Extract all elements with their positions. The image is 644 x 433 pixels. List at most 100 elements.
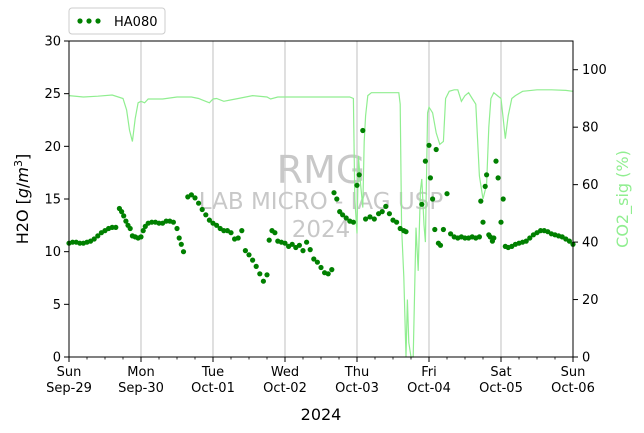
ha080-point (70, 239, 76, 245)
ha080-point (192, 195, 198, 201)
x-tick-label-weekday: Sun (57, 365, 82, 380)
y-axis-right: 0 20 40 60 80 100 (573, 63, 607, 366)
ha080-point (214, 222, 220, 228)
x-tick-label-date: Sep-29 (46, 381, 92, 396)
y-axis-left-title: H2O [g/m3] (12, 154, 33, 245)
x-tick-label-weekday: Mon (127, 365, 154, 380)
ha080-point (140, 228, 146, 234)
ha080-point (329, 267, 335, 273)
ha080-point (95, 233, 101, 239)
ha080-point (498, 219, 504, 225)
watermark-line-2: LAB MICRO - IAG USP (199, 189, 444, 215)
ha080-point (156, 220, 162, 226)
ha080-point (334, 196, 340, 202)
y-left-tick-label: 0 (53, 351, 61, 366)
x-tick-label-weekday: Tue (201, 365, 224, 380)
ha080-point (444, 191, 450, 197)
ha080-point (363, 216, 369, 222)
ha080-point (462, 235, 468, 241)
x-tick-label-weekday: Thu (344, 365, 369, 380)
x-tick-label-weekday: Sat (490, 365, 511, 380)
watermark: RMG LAB MICRO - IAG USP 2024 (199, 148, 444, 243)
ha080-point (266, 237, 272, 243)
y-right-tick-label: 100 (582, 63, 607, 78)
ha080-point (250, 257, 256, 263)
ha080-point (491, 235, 497, 241)
ha080-point (196, 200, 202, 206)
ha080-point (350, 219, 356, 225)
legend-dot (86, 18, 92, 24)
ha080-point (318, 264, 324, 271)
legend-label-ha080: HA080 (114, 15, 157, 30)
y-left-tick-label: 20 (44, 140, 61, 155)
ha080-point (476, 234, 482, 240)
ha080-point (419, 201, 425, 207)
y-left-tick-label: 25 (44, 87, 61, 102)
ha080-point (448, 231, 454, 237)
legend-dot (95, 18, 101, 24)
co2-sig-series (68, 89, 574, 358)
ha080-point (440, 226, 446, 233)
ha080-point (484, 172, 490, 178)
ha080-point (307, 247, 313, 253)
ha080-point (188, 192, 194, 198)
y-right-tick-label: 0 (582, 351, 590, 366)
x-tick-label-date: Oct-05 (479, 381, 523, 396)
ha080-point (77, 240, 83, 246)
legend-marker-ha080 (77, 18, 101, 24)
ha080-point (437, 242, 444, 248)
watermark-line-1: RMG (277, 148, 366, 192)
ha080-point (178, 241, 184, 247)
ha080-point (253, 263, 259, 269)
ha080-point (149, 219, 155, 225)
ha080-point (527, 235, 533, 241)
x-tick-label-weekday: Fri (421, 365, 437, 380)
ha080-point (176, 235, 182, 241)
ha080-point (260, 278, 266, 284)
ha080-point (495, 175, 501, 181)
ha080-point (300, 248, 306, 254)
y-left-tick-label: 5 (53, 298, 61, 313)
ha080-point (257, 271, 263, 277)
ha080-point (221, 228, 227, 234)
ha080-point (121, 213, 127, 219)
ha080-point (228, 230, 234, 236)
ha080-point (138, 234, 144, 240)
y-axis-right-title: CO2_sig (%) (613, 150, 633, 248)
ha080-point (170, 219, 176, 225)
y-left-tick-label: 30 (44, 35, 61, 50)
ha080-point (480, 219, 486, 225)
ha080-point (282, 240, 288, 246)
x-tick-label-date: Oct-06 (551, 381, 595, 396)
ha080-point (163, 218, 169, 224)
y-left-tick-label: 15 (44, 193, 61, 208)
ha080-point (206, 217, 212, 223)
co2-sig-line (68, 89, 574, 358)
y-right-tick-label: 20 (582, 293, 599, 308)
x-tick-label-date: Oct-02 (263, 381, 307, 396)
ha080-point (239, 228, 245, 234)
ha080-point (430, 196, 436, 202)
ha080-point (340, 212, 346, 218)
x-axis: SunSep-29MonSep-30TueOct-01WedOct-02ThuO… (46, 357, 595, 396)
ha080-point (174, 225, 180, 232)
ha080-point (354, 182, 360, 188)
ha080-series (66, 127, 576, 284)
ha080-point (91, 236, 97, 242)
x-tick-label-date: Oct-01 (191, 381, 235, 396)
ha080-point (427, 175, 433, 181)
ha080-point (311, 256, 317, 262)
ha080-point (331, 190, 337, 196)
ha080-point (360, 127, 366, 134)
ha080-point (127, 225, 133, 232)
ha080-point (394, 219, 400, 225)
ha080-point (119, 209, 125, 215)
legend: HA080 (68, 7, 166, 35)
y-axis-left: 0 5 10 15 20 25 30 (44, 35, 69, 366)
ha080-point (113, 224, 119, 230)
ha080-point (433, 146, 439, 153)
ha080-point (199, 206, 205, 213)
ha080-point (296, 242, 302, 248)
